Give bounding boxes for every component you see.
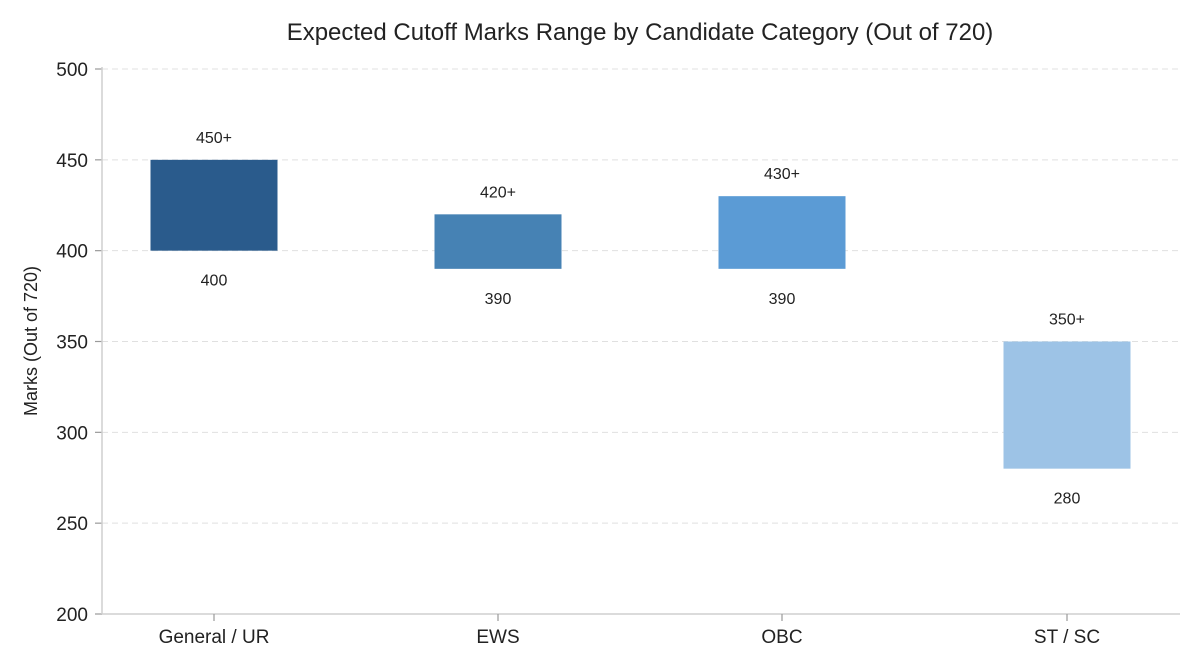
y-tick-label: 250 (56, 514, 88, 535)
chart-title: Expected Cutoff Marks Range by Candidate… (287, 19, 994, 46)
range-bar (1003, 341, 1131, 469)
high-value-label: 430+ (764, 166, 800, 183)
y-tick-label: 350 (56, 333, 88, 354)
range-bar (150, 159, 278, 251)
low-value-label: 400 (201, 273, 228, 290)
low-value-label: 280 (1054, 491, 1081, 508)
data-labels: 450+ 400 420+ 390 430+ 390 350+ 280 (196, 130, 1085, 508)
range-bar (718, 196, 846, 269)
axes: 200 250 300 350 400 450 500 General / UR EWS OBC S… (56, 60, 1180, 648)
y-tick-label: 400 (56, 242, 88, 263)
range-bar (434, 214, 562, 269)
y-axis-label: Marks (Out of 720) (21, 266, 41, 416)
bars (150, 159, 1131, 469)
low-value-label: 390 (769, 291, 796, 308)
high-value-label: 420+ (480, 184, 516, 201)
category-label: EWS (476, 627, 519, 648)
y-tick-label: 200 (56, 605, 88, 626)
high-value-label: 450+ (196, 130, 232, 147)
category-label: ST / SC (1034, 627, 1100, 648)
low-value-label: 390 (485, 291, 512, 308)
y-tick-label: 450 (56, 151, 88, 172)
y-tick-label: 500 (56, 60, 88, 81)
y-tick-label: 300 (56, 423, 88, 444)
category-label: OBC (761, 627, 802, 648)
high-value-label: 350+ (1049, 312, 1085, 329)
category-label: General / UR (159, 627, 270, 648)
